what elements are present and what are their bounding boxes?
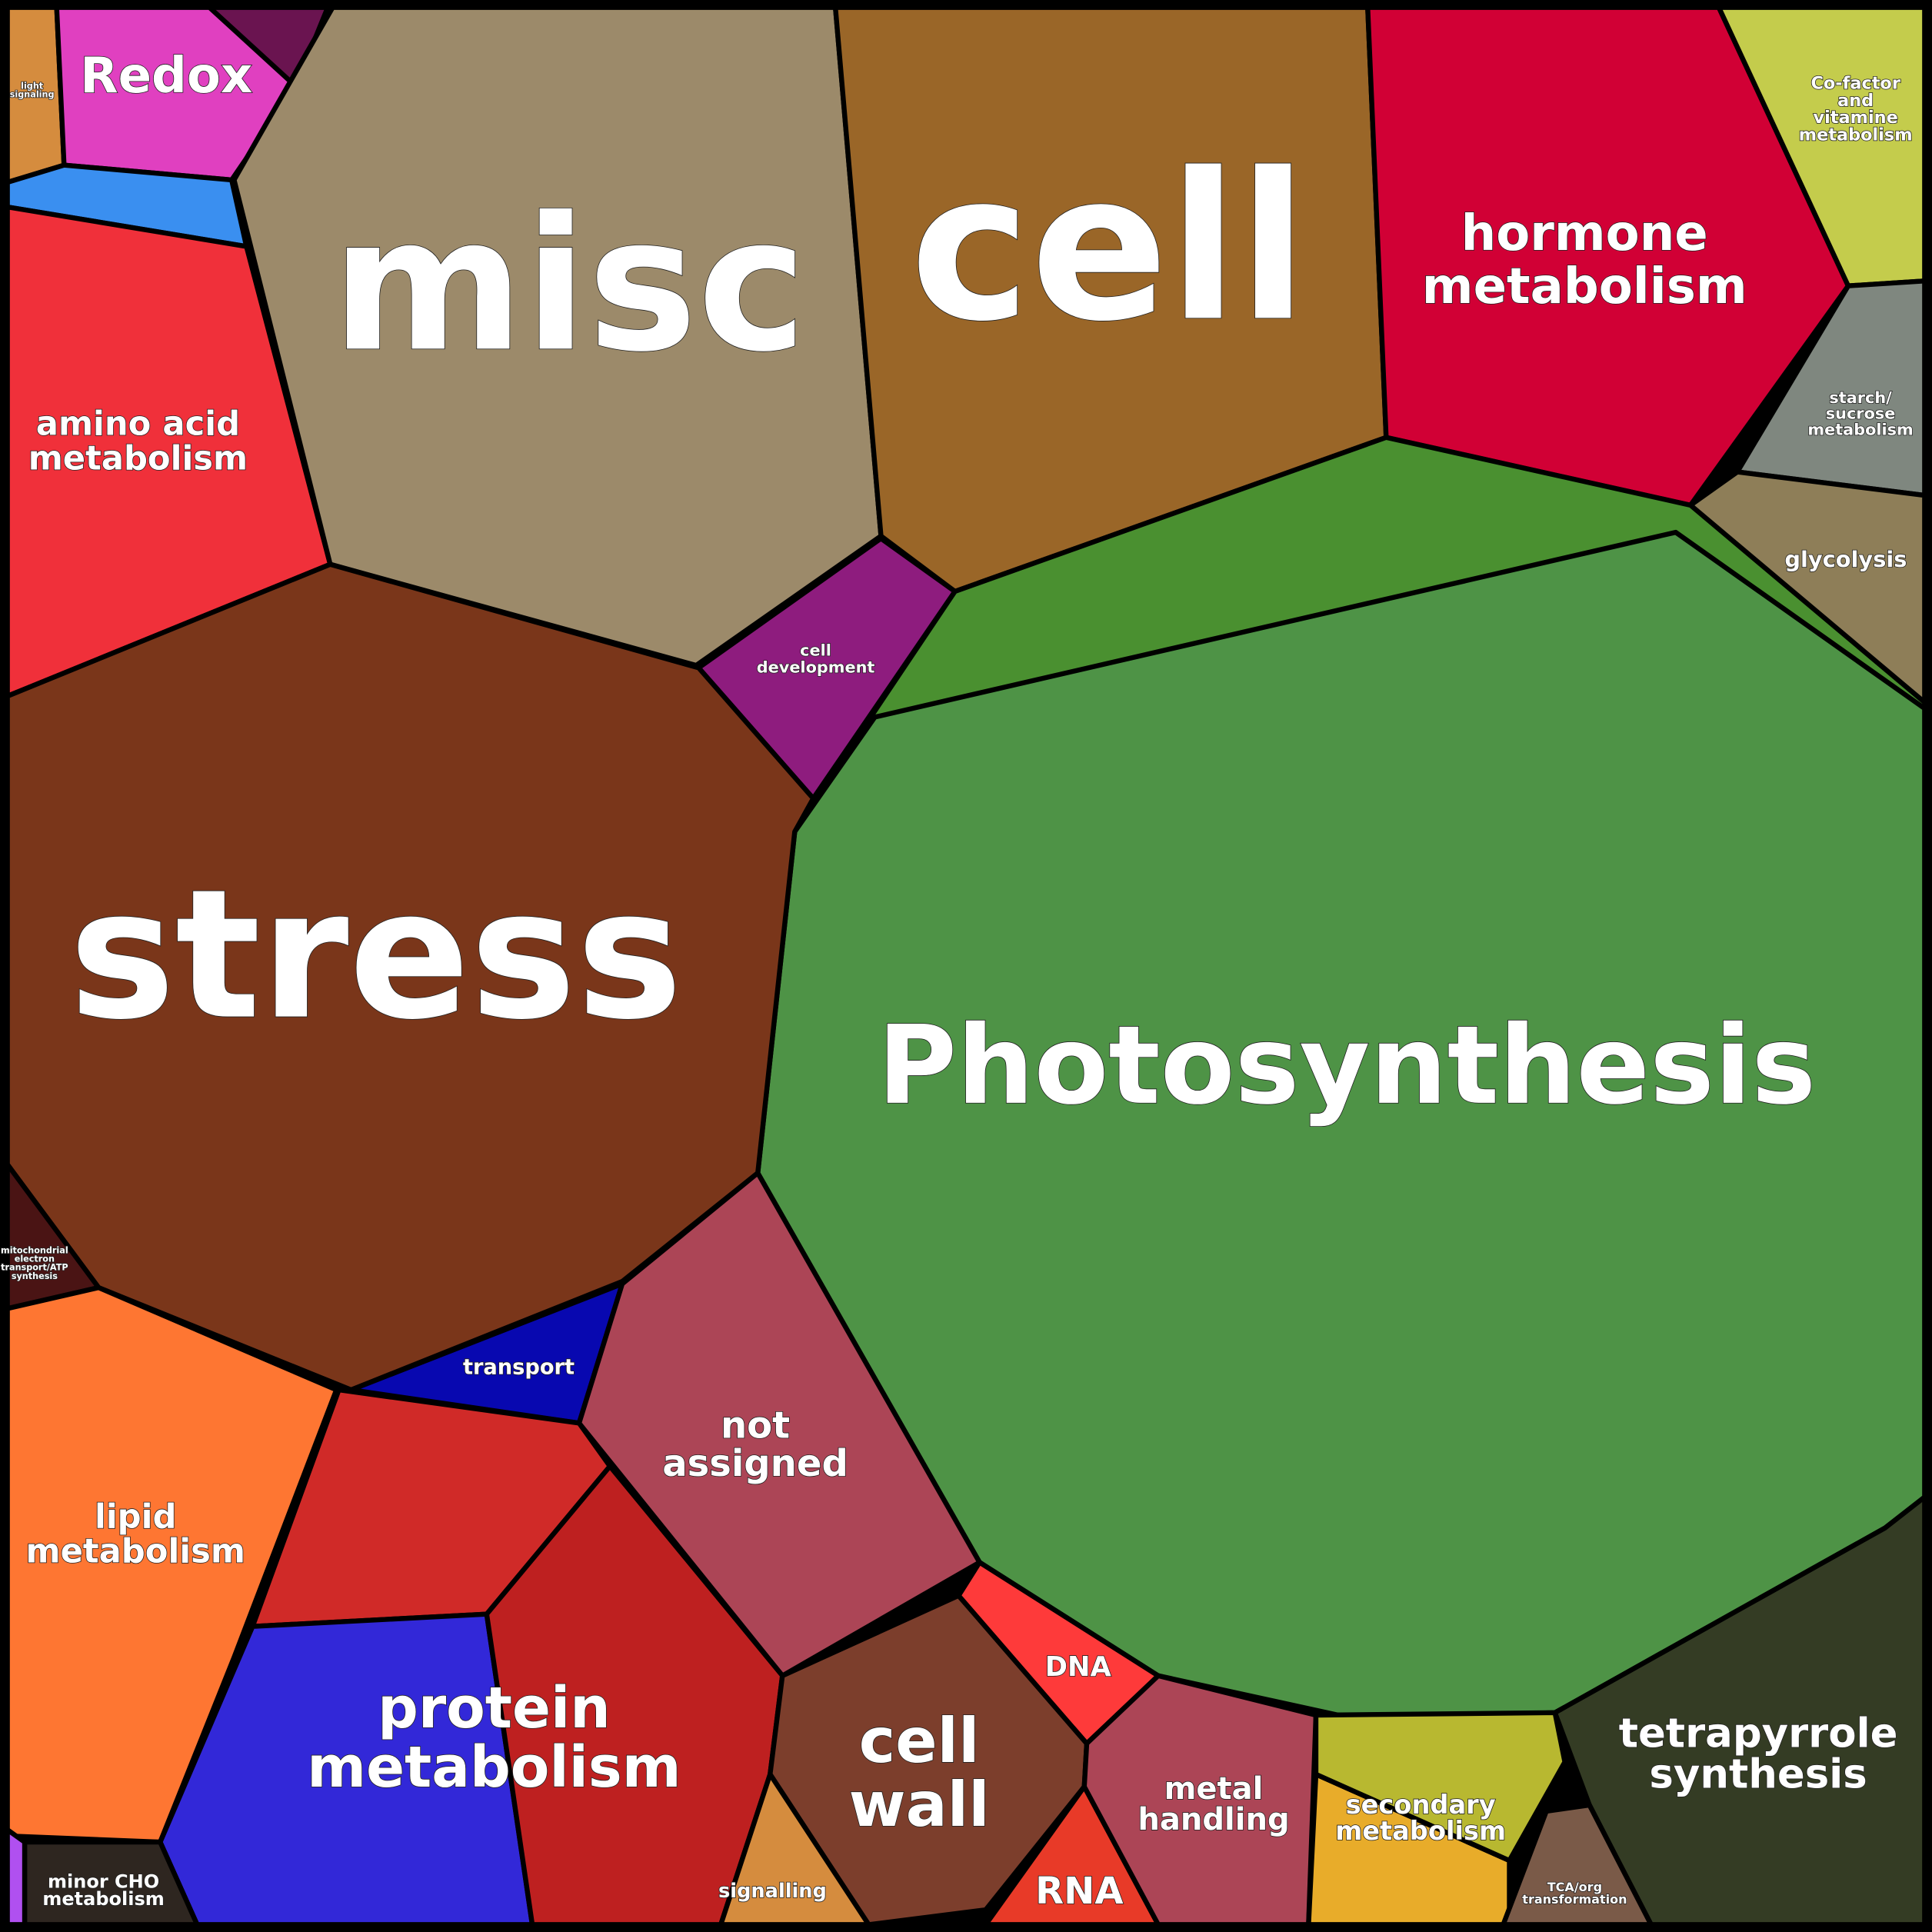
label-line: and <box>1837 91 1874 111</box>
label: minor CHO metabolism <box>42 1870 164 1909</box>
label: DNA <box>1045 1651 1112 1683</box>
cell-secondary <box>1313 1710 1567 1864</box>
label-line: metal <box>1164 1771 1264 1807</box>
label: starch/sucrose metabolism <box>1807 388 1913 439</box>
label-line: Photosynthesis <box>878 1003 1816 1129</box>
label-line: misc <box>331 177 807 392</box>
label: lipid metabolism <box>26 1498 245 1571</box>
label-line: minor CHO <box>48 1870 159 1892</box>
label-line: light <box>21 81 44 91</box>
labels: light signaling Redox Co-factor and vitamin… <box>0 47 1914 1914</box>
label: tetrapyrrole synthesis <box>1619 1710 1898 1798</box>
cell-blue <box>5 162 249 249</box>
label: mitochondrial electron transport/ATP synthe… <box>1 1245 68 1281</box>
label-line: signaling <box>10 90 55 100</box>
label: Co-factor and vitamine metabolism <box>1799 73 1913 145</box>
label-line: metabolism <box>26 1532 245 1571</box>
label-line: assigned <box>662 1442 848 1485</box>
label-line: protein <box>378 1676 611 1741</box>
label-line: RNA <box>1035 1870 1123 1913</box>
cell-signalling <box>718 1771 871 1927</box>
cell-purple <box>5 1827 28 1927</box>
label-line: wall <box>849 1769 990 1840</box>
label-line: sucrose <box>1826 405 1896 423</box>
label: protein metabolism <box>307 1676 681 1800</box>
label: signalling <box>718 1880 827 1903</box>
cells <box>5 5 1927 1927</box>
label-line: metabolism <box>1422 258 1747 315</box>
label-line: tetrapyrrole <box>1619 1710 1898 1757</box>
label: TCA/org transformation <box>1522 1880 1627 1907</box>
label: RNA <box>1035 1870 1123 1913</box>
label-line: transport <box>463 1355 575 1379</box>
label: stress <box>69 851 683 1059</box>
label: cell development <box>757 641 875 676</box>
label-line: cell <box>910 130 1307 366</box>
label-line: transport/ATP <box>1 1263 68 1273</box>
label: Redox <box>80 48 252 105</box>
label-line: metabolism <box>42 1888 164 1910</box>
label-line: vitamine <box>1814 108 1898 128</box>
label-line: cell <box>859 1705 980 1777</box>
label-line: signalling <box>718 1880 827 1903</box>
label-line: metabolism <box>1335 1816 1506 1846</box>
label: transport <box>463 1355 575 1379</box>
label: misc <box>331 177 807 392</box>
label-line: amino acid <box>36 405 240 444</box>
label: Photosynthesis <box>878 1003 1816 1129</box>
label-line: metabolism <box>1799 125 1913 145</box>
label: cell <box>910 130 1307 366</box>
label-line: mitochondrial <box>1 1245 68 1255</box>
label-line: handling <box>1138 1802 1289 1837</box>
label-line: Co-factor <box>1810 73 1900 93</box>
label-line: cell <box>800 641 831 659</box>
label-line: synthesis <box>12 1271 58 1281</box>
cell-not-assigned <box>576 1170 982 1678</box>
label-line: stress <box>69 851 683 1059</box>
cell-protein-blue <box>158 1611 535 1927</box>
label: not assigned <box>662 1404 848 1486</box>
label: light signaling <box>10 81 55 99</box>
label-line: secondary <box>1346 1790 1496 1820</box>
cell-tca <box>1501 1802 1654 1927</box>
label-line: metabolism <box>1807 421 1913 439</box>
label-line: starch/ <box>1829 388 1892 407</box>
label-line: not <box>721 1404 790 1447</box>
label-line: metabolism <box>307 1735 681 1800</box>
label-line: lipid <box>95 1498 176 1537</box>
label: glycolysis <box>1784 546 1907 572</box>
label-line: metabolism <box>28 439 248 478</box>
label-line: Redox <box>80 48 252 105</box>
label: hormone metabolism <box>1422 205 1747 315</box>
label-line: DNA <box>1045 1651 1112 1683</box>
label-line: electron <box>15 1254 55 1264</box>
label: amino acid metabolism <box>28 405 248 478</box>
label: metal handling <box>1138 1771 1289 1837</box>
label-line: TCA/org <box>1547 1880 1602 1894</box>
cell-hormone <box>1365 5 1851 508</box>
label-line: transformation <box>1522 1892 1627 1907</box>
label-line: development <box>757 658 875 677</box>
label: secondary metabolism <box>1335 1790 1506 1846</box>
label-line: synthesis <box>1649 1751 1867 1798</box>
label-line: glycolysis <box>1784 546 1907 572</box>
label: cell wall <box>849 1705 990 1840</box>
label-line: hormone <box>1461 205 1708 262</box>
